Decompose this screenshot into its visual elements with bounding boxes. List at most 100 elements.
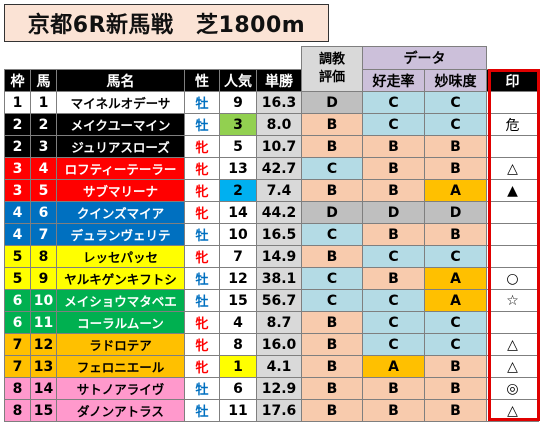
- table-row: 5 9 ヤルキゲンキフトシ牡 12 38.1 C B A ○: [4, 267, 539, 290]
- eval-grade: B: [301, 355, 363, 378]
- ninki-cell: 1: [219, 355, 257, 378]
- koso-grade: B: [362, 223, 425, 246]
- mimi-grade: C: [424, 333, 487, 356]
- mimi-grade: C: [424, 245, 487, 268]
- sex-cell: 牝: [184, 157, 220, 180]
- table-row: 8 14 サトノアライヴ牡 6 12.9 B B B ◎: [4, 377, 539, 400]
- eval-grade: C: [301, 267, 363, 290]
- mark-cell: ▲: [486, 179, 539, 202]
- mimi-grade: B: [424, 223, 487, 246]
- waku-cell: 2: [4, 135, 31, 158]
- mark-cell: [486, 201, 539, 224]
- ninki-cell: 7: [219, 245, 257, 268]
- horse-name: メイショウマタベエ: [56, 289, 185, 312]
- sex-cell: 牡: [184, 91, 220, 114]
- ninki-cell: 3: [219, 113, 257, 136]
- eval-grade: B: [301, 399, 363, 422]
- uma-cell: 13: [30, 355, 57, 378]
- eval-grade: B: [301, 377, 363, 400]
- ninki-cell: 10: [219, 223, 257, 246]
- eval-grade: B: [301, 113, 363, 136]
- header-data-group: データ: [362, 46, 487, 70]
- header-choukyou-hyouka: 調教 評価: [301, 46, 363, 92]
- koso-grade: B: [362, 157, 425, 180]
- koso-grade: B: [362, 179, 425, 202]
- table-row: 3 4 ロフティーテーラー牝 13 42.7 C B B △: [4, 157, 539, 180]
- table-row: 6 11 コーラルムーン牝 4 8.7 B C C: [4, 311, 539, 334]
- eval-grade: C: [301, 157, 363, 180]
- ninki-cell: 14: [219, 201, 257, 224]
- table-row: 1 1 マイネルオデーサ牡 9 16.3 D C C: [4, 91, 539, 114]
- waku-cell: 7: [4, 355, 31, 378]
- table-row: 4 6 クインズマイア牝 14 44.2 D D D: [4, 201, 539, 224]
- waku-cell: 2: [4, 113, 31, 136]
- tansho-cell: 10.7: [256, 135, 302, 158]
- waku-cell: 1: [4, 91, 31, 114]
- koso-grade: B: [362, 267, 425, 290]
- mark-cell: [486, 91, 539, 114]
- mark-cell: △: [486, 399, 539, 422]
- eval-grade: B: [301, 245, 363, 268]
- header-uma: 馬: [30, 69, 57, 92]
- uma-cell: 3: [30, 135, 57, 158]
- table-row: 3 5 サブマリーナ牝 2 7.4 B B A ▲: [4, 179, 539, 202]
- mimi-grade: A: [424, 267, 487, 290]
- table-row: 4 7 デュランヴェリテ牡 10 16.5 C B B: [4, 223, 539, 246]
- horse-name: メイクユーマイン: [56, 113, 185, 136]
- header-tansho: 単勝: [256, 69, 302, 92]
- waku-cell: 6: [4, 311, 31, 334]
- header-ninki: 人気: [219, 69, 257, 92]
- mark-cell: [486, 311, 539, 334]
- table-row: 7 12 ラドロテア牝 8 16.0 B C C △: [4, 333, 539, 356]
- horse-name: サブマリーナ: [56, 179, 185, 202]
- waku-cell: 5: [4, 267, 31, 290]
- horse-name: ジュリアスローズ: [56, 135, 185, 158]
- waku-cell: 4: [4, 201, 31, 224]
- horse-name: マイネルオデーサ: [56, 91, 185, 114]
- horse-name: ヤルキゲンキフトシ: [56, 267, 185, 290]
- header-sex: 性: [184, 69, 220, 92]
- koso-grade: C: [362, 113, 425, 136]
- mark-cell: ☆: [486, 289, 539, 312]
- mimi-grade: B: [424, 135, 487, 158]
- tansho-cell: 12.9: [256, 377, 302, 400]
- mark-cell: 危: [486, 113, 539, 136]
- ninki-cell: 8: [219, 333, 257, 356]
- koso-grade: B: [362, 399, 425, 422]
- sex-cell: 牝: [184, 135, 220, 158]
- sex-cell: 牡: [184, 267, 220, 290]
- horse-name: デュランヴェリテ: [56, 223, 185, 246]
- ninki-cell: 13: [219, 157, 257, 180]
- sex-cell: 牝: [184, 201, 220, 224]
- table-row: 6 10 メイショウマタベエ牡 15 56.7 C C A ☆: [4, 289, 539, 312]
- mimi-grade: C: [424, 311, 487, 334]
- sex-cell: 牡: [184, 399, 220, 422]
- page-title: 京都6R新馬戦 芝1800m: [4, 4, 329, 42]
- waku-cell: 6: [4, 289, 31, 312]
- waku-cell: 8: [4, 399, 31, 422]
- ninki-cell: 5: [219, 135, 257, 158]
- mark-cell: ◎: [486, 377, 539, 400]
- eval-grade: B: [301, 135, 363, 158]
- koso-grade: C: [362, 91, 425, 114]
- table-row: 2 2 メイクユーマイン牡 3 8.0 B C C 危: [4, 113, 539, 136]
- ninki-cell: 12: [219, 267, 257, 290]
- eval-grade: D: [301, 201, 363, 224]
- sex-cell: 牝: [184, 311, 220, 334]
- header-row: 枠 馬 馬名 性 人気 単勝 好走率 妙味度 印: [4, 69, 539, 92]
- header-mark: 印: [486, 69, 539, 92]
- koso-grade: C: [362, 289, 425, 312]
- koso-grade: C: [362, 311, 425, 334]
- eval-grade: B: [301, 333, 363, 356]
- waku-cell: 3: [4, 179, 31, 202]
- ninki-cell: 11: [219, 399, 257, 422]
- uma-cell: 1: [30, 91, 57, 114]
- tansho-cell: 17.6: [256, 399, 302, 422]
- eval-grade: D: [301, 91, 363, 114]
- horse-name: サトノアライヴ: [56, 377, 185, 400]
- sex-cell: 牝: [184, 245, 220, 268]
- mark-cell: △: [486, 333, 539, 356]
- ninki-cell: 4: [219, 311, 257, 334]
- eval-grade: B: [301, 179, 363, 202]
- tansho-cell: 44.2: [256, 201, 302, 224]
